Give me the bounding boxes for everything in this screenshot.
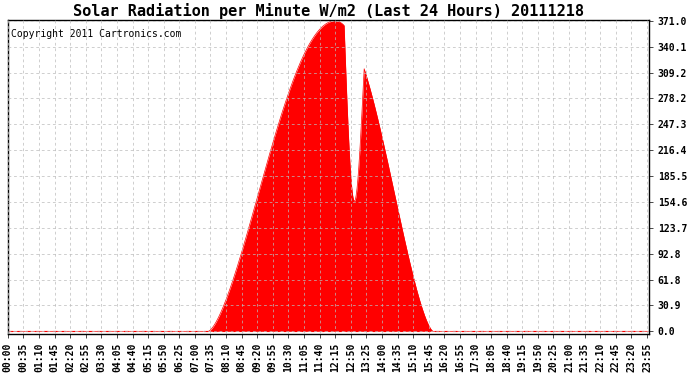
Text: Copyright 2011 Cartronics.com: Copyright 2011 Cartronics.com bbox=[11, 29, 181, 39]
Title: Solar Radiation per Minute W/m2 (Last 24 Hours) 20111218: Solar Radiation per Minute W/m2 (Last 24… bbox=[73, 3, 584, 19]
